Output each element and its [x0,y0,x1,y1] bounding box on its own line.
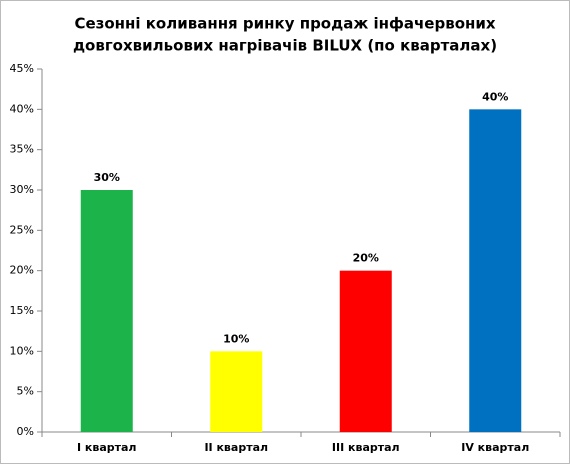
y-tick-label: 10% [10,344,34,357]
x-tick-label: I квартал [77,441,137,454]
value-label: 40% [482,90,508,103]
bar [80,190,133,432]
y-tick-label: 15% [10,304,34,317]
y-tick-label: 40% [10,102,34,115]
x-tick-label: IV квартал [461,441,529,454]
bar [339,270,392,432]
y-tick-label: 20% [10,264,34,277]
value-label: 20% [353,252,379,265]
y-tick-label: 45% [10,62,34,75]
bar [469,109,522,432]
y-tick-label: 25% [10,223,34,236]
x-tick-label: III квартал [332,441,400,454]
y-tick-label: 30% [10,183,34,196]
x-tick-label: II квартал [204,441,268,454]
chart-title: довгохвильових нагрівачів BILUX (по квар… [73,37,497,55]
value-label: 30% [94,171,120,184]
y-tick-label: 35% [10,143,34,156]
bar [210,351,263,432]
y-tick-label: 0% [17,425,34,438]
chart-title: Сезонні коливання ринку продаж інфачерво… [74,15,495,33]
y-tick-label: 5% [17,385,34,398]
value-label: 10% [223,332,249,345]
